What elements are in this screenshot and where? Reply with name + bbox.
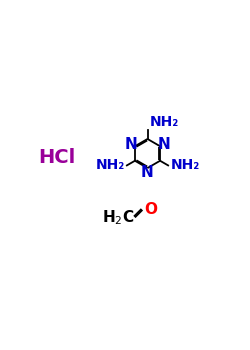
Text: NH₂: NH₂ (95, 158, 124, 172)
Text: N: N (124, 137, 137, 152)
Text: N: N (158, 137, 171, 152)
Text: NH₂: NH₂ (170, 158, 200, 172)
Text: NH₂: NH₂ (150, 115, 179, 129)
Text: N: N (141, 165, 154, 180)
Text: HCl: HCl (38, 148, 75, 167)
Text: O: O (144, 202, 157, 217)
Text: H$_2$C: H$_2$C (102, 208, 134, 227)
